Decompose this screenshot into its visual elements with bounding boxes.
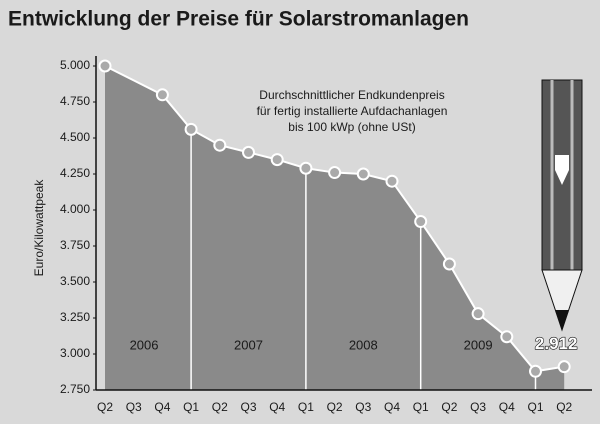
point — [557, 360, 571, 374]
y-axis-label: Euro/Kilowattpeak — [32, 179, 46, 277]
point — [500, 330, 514, 344]
y-tick-label: 3.250 — [60, 310, 90, 324]
x-tick-label: Q1 — [298, 400, 314, 414]
x-tick-label: Q4 — [154, 400, 170, 414]
y-tick-label: 3.500 — [60, 274, 90, 288]
year-label: 2009 — [464, 337, 493, 352]
point — [98, 59, 112, 73]
point — [270, 153, 284, 167]
point — [213, 138, 227, 152]
x-tick-label: Q1 — [413, 400, 429, 414]
y-tick-label: 4.750 — [60, 94, 90, 108]
x-tick-label: Q3 — [355, 400, 371, 414]
x-tick-label: Q3 — [126, 400, 142, 414]
y-tick-label: 4.000 — [60, 202, 90, 216]
x-tick-label: Q4 — [499, 400, 515, 414]
x-tick-label: Q2 — [556, 400, 572, 414]
point — [184, 122, 198, 136]
y-tick-label: 4.250 — [60, 166, 90, 180]
annotation: bis 100 kWp (ohne USt) — [288, 120, 415, 134]
value-label: 2.912 — [535, 334, 578, 353]
point — [442, 257, 456, 271]
x-tick-label: Q4 — [269, 400, 285, 414]
x-tick-label: Q2 — [97, 400, 113, 414]
x-tick-label: Q3 — [470, 400, 486, 414]
annotation: Durchschnittlicher Endkundenpreis — [259, 88, 444, 102]
x-tick-label: Q3 — [240, 400, 256, 414]
y-tick-label: 4.500 — [60, 130, 90, 144]
year-label: 2006 — [130, 337, 159, 352]
point — [414, 215, 428, 229]
point — [155, 88, 169, 102]
y-tick-label: 5.000 — [60, 58, 90, 72]
x-tick-label: Q2 — [441, 400, 457, 414]
pencil — [541, 79, 583, 332]
point — [299, 161, 313, 175]
point — [471, 307, 485, 321]
point — [529, 364, 542, 378]
point — [328, 166, 342, 180]
annotation: für fertig installierte Aufdachanlagen — [257, 104, 448, 118]
y-tick-label: 3.000 — [60, 346, 90, 360]
x-tick-label: Q4 — [384, 400, 400, 414]
x-tick-label: Q1 — [183, 400, 199, 414]
y-tick-label: 3.750 — [60, 238, 90, 252]
y-tick-label: 2.750 — [60, 382, 90, 396]
point — [242, 145, 255, 159]
chart-title: Entwicklung der Preise für Solarstromanl… — [8, 8, 469, 31]
x-tick-label: Q2 — [327, 400, 343, 414]
x-tick-label: Q2 — [212, 400, 228, 414]
point — [385, 174, 399, 188]
x-tick-label: Q1 — [527, 400, 543, 414]
point — [356, 167, 370, 181]
year-label: 2008 — [349, 337, 378, 352]
year-label: 2007 — [234, 337, 263, 352]
